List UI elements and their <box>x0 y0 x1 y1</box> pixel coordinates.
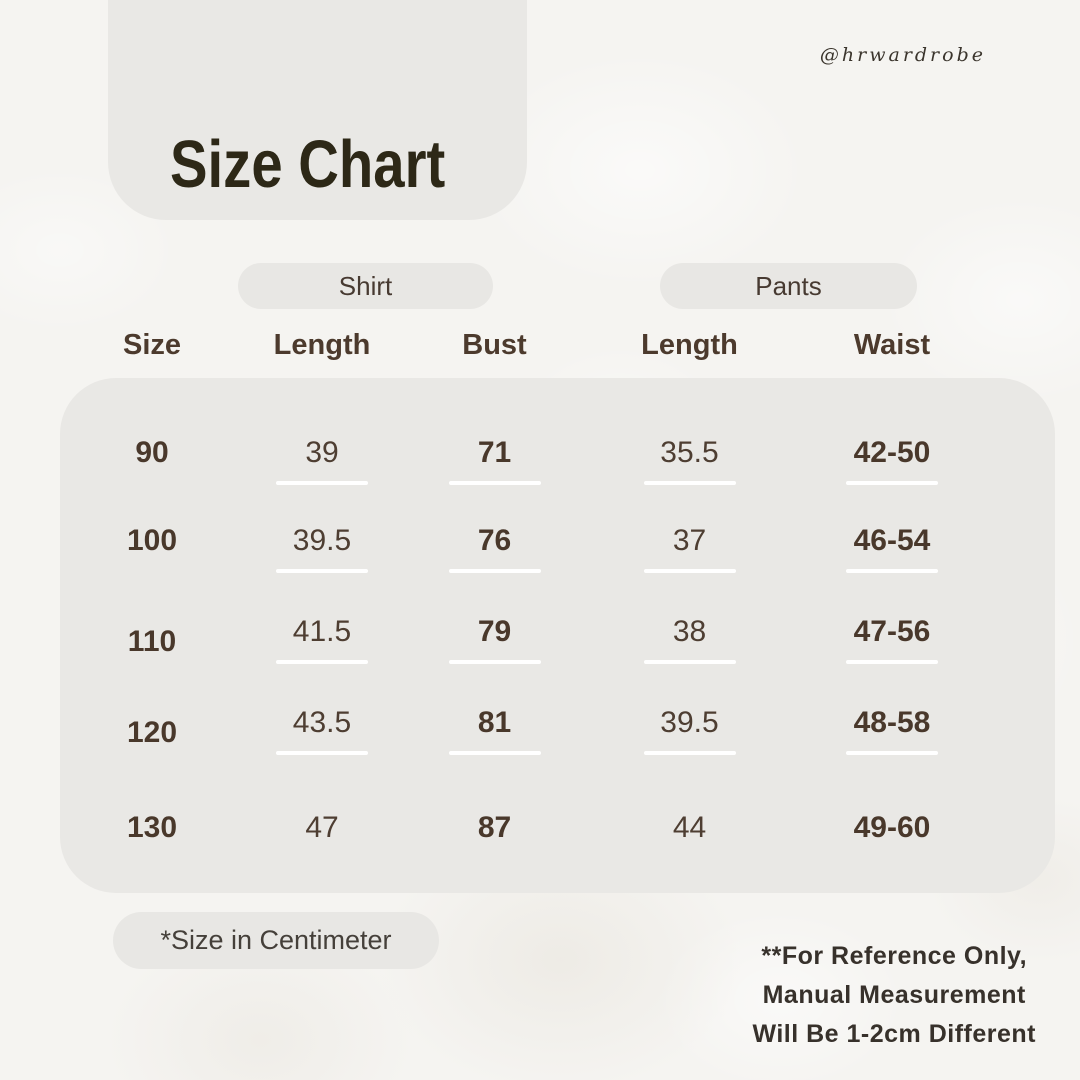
table-body: 90 39 71 35.5 42-50 100 39.5 76 37 46-54 110 41.5 79… <box>62 378 992 893</box>
table-cell: 37 <box>587 524 792 573</box>
table-cell: 46-54 <box>792 524 992 573</box>
shirt-group-pill: Shirt <box>238 263 493 309</box>
page-title: Size Chart <box>170 127 446 202</box>
title-block: Size Chart <box>108 0 527 220</box>
table-cell: 100 <box>126 524 178 557</box>
column-header-waist-4: Waist <box>853 329 931 361</box>
column-header-bust-2: Bust <box>462 329 527 361</box>
table-cell: 120 <box>126 716 178 749</box>
table-cell: 43.5 <box>242 706 402 755</box>
table-cell: 38 <box>587 615 792 664</box>
shirt-group-label: Shirt <box>338 270 393 301</box>
reference-disclaimer: **For Reference Only, Manual Measurement… <box>752 937 1036 1054</box>
disclaimer-line: **For Reference Only, <box>761 942 1028 970</box>
disclaimer-line: Manual Measurement <box>762 981 1026 1009</box>
table-cell: 44 <box>672 811 707 844</box>
table-cell: 87 <box>477 811 512 844</box>
table-cell: 49-60 <box>853 811 931 844</box>
table-cell: 90 <box>135 436 169 469</box>
table-row: 110 41.5 79 38 47-56 <box>62 615 992 664</box>
table-cell: 79 <box>402 615 587 664</box>
table-cell: 71 <box>402 436 587 485</box>
table-header-row: Size Length Bust Length Waist <box>62 330 992 360</box>
unit-footnote-label: *Size in Centimeter <box>160 925 392 955</box>
column-header-length-3: Length <box>641 329 738 361</box>
table-row: 90 39 71 35.5 42-50 <box>62 436 992 485</box>
size-table-panel: 90 39 71 35.5 42-50 100 39.5 76 37 46-54 110 41.5 79… <box>60 378 1055 893</box>
table-cell: 41.5 <box>242 615 402 664</box>
column-header-length-1: Length <box>273 329 371 361</box>
table-cell: 39.5 <box>242 524 402 573</box>
table-cell: 81 <box>402 706 587 755</box>
table-cell: 130 <box>126 811 178 844</box>
table-cell: 42-50 <box>792 436 992 485</box>
table-cell: 48-58 <box>792 706 992 755</box>
pants-group-label: Pants <box>755 270 822 301</box>
table-cell: 110 <box>127 625 177 658</box>
column-header-size-0: Size <box>122 329 182 361</box>
table-cell: 76 <box>402 524 587 573</box>
table-cell: 47-56 <box>792 615 992 664</box>
disclaimer-line: Will Be 1-2cm Different <box>752 1020 1036 1048</box>
table-row: 130 47 87 44 49-60 <box>62 811 992 845</box>
table-row: 120 43.5 81 39.5 48-58 <box>62 706 992 755</box>
table-cell: 47 <box>305 811 339 844</box>
table-cell: 39 <box>242 436 402 485</box>
table-cell: 35.5 <box>587 436 792 485</box>
table-row: 100 39.5 76 37 46-54 <box>62 524 992 573</box>
unit-footnote-pill: *Size in Centimeter <box>113 912 439 969</box>
pants-group-pill: Pants <box>660 263 917 309</box>
account-handle: @hrwardrobe <box>819 44 986 66</box>
table-cell: 39.5 <box>587 706 792 755</box>
